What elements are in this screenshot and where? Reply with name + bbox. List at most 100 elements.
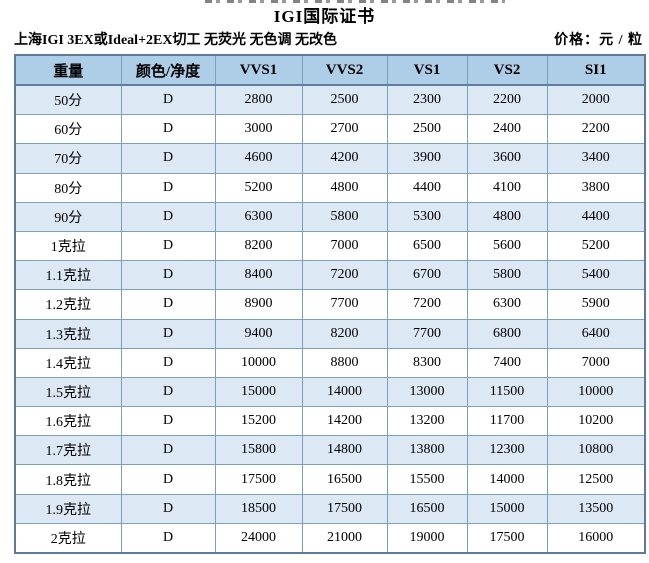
- weight-cell: 1.2克拉: [14, 289, 122, 320]
- price-cell: 5200: [546, 230, 646, 262]
- price-cell: 2000: [546, 84, 646, 116]
- table-header: 重量 颜色/净度 VVS1 VVS2 VS1 VS2 SI1: [14, 54, 646, 86]
- price-cell: 7700: [301, 289, 388, 320]
- price-cell: 2800: [214, 84, 303, 116]
- table-row: 70分 D 4600 4200 3900 3600 3400: [14, 143, 646, 174]
- price-cell: 7200: [301, 260, 388, 291]
- price-cell: 10000: [546, 376, 646, 408]
- price-cell: 17500: [466, 522, 548, 554]
- price-cell: 4800: [301, 172, 388, 203]
- table-row: 1.2克拉 D 8900 7700 7200 6300 5900: [14, 289, 646, 320]
- column-header-si1: SI1: [546, 54, 646, 86]
- weight-cell: 70分: [14, 143, 122, 174]
- price-cell: 7400: [466, 347, 548, 378]
- weight-cell: 60分: [14, 114, 122, 145]
- color-clarity-cell: D: [120, 201, 216, 232]
- color-clarity-cell: D: [120, 143, 216, 174]
- price-cell: 13200: [386, 406, 468, 437]
- price-cell: 17500: [301, 493, 388, 524]
- price-cell: 5300: [386, 201, 468, 232]
- price-cell: 14200: [301, 406, 388, 437]
- table-row: 1.1克拉 D 8400 7200 6700 5800 5400: [14, 260, 646, 291]
- price-cell: 11500: [466, 376, 548, 408]
- price-cell: 14800: [301, 435, 388, 466]
- price-cell: 15000: [466, 493, 548, 524]
- column-header-vs2: VS2: [466, 54, 548, 86]
- column-header-vvs2: VVS2: [301, 54, 388, 86]
- color-clarity-cell: D: [120, 318, 216, 349]
- price-cell: 3800: [546, 172, 646, 203]
- column-header-vvs1: VVS1: [214, 54, 303, 86]
- price-cell: 5800: [301, 201, 388, 232]
- column-header--: 重量: [14, 54, 122, 86]
- color-clarity-cell: D: [120, 493, 216, 524]
- color-clarity-cell: D: [120, 464, 216, 495]
- price-cell: 19000: [386, 522, 468, 554]
- price-cell: 15500: [386, 464, 468, 495]
- price-cell: 13800: [386, 435, 468, 466]
- weight-cell: 80分: [14, 172, 122, 203]
- price-cell: 4400: [386, 172, 468, 203]
- color-clarity-cell: D: [120, 114, 216, 145]
- price-cell: 7000: [546, 347, 646, 378]
- price-cell: 21000: [301, 522, 388, 554]
- price-cell: 2400: [466, 114, 548, 145]
- price-cell: 2700: [301, 114, 388, 145]
- price-cell: 8200: [301, 318, 388, 349]
- table-row: 1克拉 D 8200 7000 6500 5600 5200: [14, 230, 646, 262]
- price-cell: 5900: [546, 289, 646, 320]
- weight-cell: 1.5克拉: [14, 376, 122, 408]
- price-cell: 3600: [466, 143, 548, 174]
- price-cell: 7000: [301, 230, 388, 262]
- price-cell: 7700: [386, 318, 468, 349]
- price-cell: 4200: [301, 143, 388, 174]
- price-cell: 5800: [466, 260, 548, 291]
- price-cell: 16500: [301, 464, 388, 495]
- weight-cell: 90分: [14, 201, 122, 232]
- price-cell: 2200: [466, 84, 548, 116]
- column-header--: 颜色/净度: [120, 54, 216, 86]
- price-cell: 6300: [214, 201, 303, 232]
- price-cell: 14000: [301, 376, 388, 408]
- price-cell: 2200: [546, 114, 646, 145]
- price-cell: 17500: [214, 464, 303, 495]
- price-cell: 13500: [546, 493, 646, 524]
- color-clarity-cell: D: [120, 84, 216, 116]
- weight-cell: 50分: [14, 84, 122, 116]
- table-row: 1.8克拉 D 17500 16500 15500 14000 12500: [14, 464, 646, 495]
- table-row: 1.5克拉 D 15000 14000 13000 11500 10000: [14, 376, 646, 408]
- color-clarity-cell: D: [120, 230, 216, 262]
- price-cell: 9400: [214, 318, 303, 349]
- header-row: 重量 颜色/净度 VVS1 VVS2 VS1 VS2 SI1: [14, 54, 646, 86]
- price-cell: 3400: [546, 143, 646, 174]
- price-cell: 3900: [386, 143, 468, 174]
- price-cell: 15000: [214, 376, 303, 408]
- weight-cell: 1克拉: [14, 230, 122, 262]
- price-cell: 2500: [301, 84, 388, 116]
- table-row: 80分 D 5200 4800 4400 4100 3800: [14, 172, 646, 203]
- table-row: 1.7克拉 D 15800 14800 13800 12300 10800: [14, 435, 646, 466]
- color-clarity-cell: D: [120, 522, 216, 554]
- price-cell: 15800: [214, 435, 303, 466]
- price-cell: 6800: [466, 318, 548, 349]
- table-row: 1.6克拉 D 15200 14200 13200 11700 10200: [14, 406, 646, 437]
- color-clarity-cell: D: [120, 260, 216, 291]
- price-cell: 8200: [214, 230, 303, 262]
- color-clarity-cell: D: [120, 435, 216, 466]
- table-row: 1.9克拉 D 18500 17500 16500 15000 13500: [14, 493, 646, 524]
- diamond-price-table: 重量 颜色/净度 VVS1 VVS2 VS1 VS2 SI1 50分 D 2800 2500 230…: [14, 54, 646, 554]
- price-cell: 5600: [466, 230, 548, 262]
- price-cell: 6700: [386, 260, 468, 291]
- table-row: 1.3克拉 D 9400 8200 7700 6800 6400: [14, 318, 646, 349]
- color-clarity-cell: D: [120, 347, 216, 378]
- price-cell: 12500: [546, 464, 646, 495]
- table-row: 50分 D 2800 2500 2300 2200 2000: [14, 84, 646, 116]
- table-row: 2克拉 D 24000 21000 19000 17500 16000: [14, 522, 646, 554]
- price-cell: 6400: [546, 318, 646, 349]
- price-cell: 11700: [466, 406, 548, 437]
- price-cell: 4400: [546, 201, 646, 232]
- price-cell: 4600: [214, 143, 303, 174]
- price-cell: 4800: [466, 201, 548, 232]
- weight-cell: 1.7克拉: [14, 435, 122, 466]
- price-cell: 10000: [214, 347, 303, 378]
